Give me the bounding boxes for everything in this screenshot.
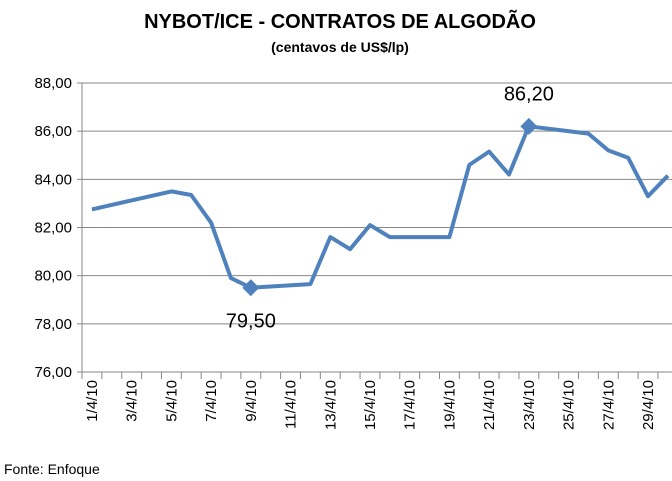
data-label: 86,20 — [504, 83, 554, 105]
y-tick-label: 82,00 — [34, 220, 72, 237]
data-label: 79,50 — [226, 311, 276, 333]
x-tick-label: 11/4/10 — [283, 380, 300, 429]
x-tick-label: 15/4/10 — [362, 380, 379, 430]
x-tick-label: 25/4/10 — [561, 380, 578, 430]
x-tick-label: 13/4/10 — [322, 380, 339, 430]
chart-title: NYBOT/ICE - CONTRATOS DE ALGODÃO — [144, 10, 536, 33]
chart-subtitle: (centavos de US$/lp) — [271, 39, 409, 55]
y-tick-label: 84,00 — [34, 171, 72, 188]
y-tick-label: 86,00 — [34, 123, 72, 140]
x-tick-label: 21/4/10 — [481, 380, 498, 430]
y-tick-label: 76,00 — [34, 364, 72, 381]
x-tick-label: 29/4/10 — [640, 380, 657, 430]
x-tick-label: 27/4/10 — [600, 380, 617, 430]
x-tick-label: 1/4/10 — [84, 380, 101, 422]
y-tick-label: 88,00 — [34, 75, 72, 92]
y-tick-label: 78,00 — [34, 316, 72, 333]
x-tick-label: 23/4/10 — [521, 380, 538, 430]
x-tick-label: 7/4/10 — [203, 380, 220, 422]
x-tick-label: 9/4/10 — [243, 380, 260, 422]
y-tick-label: 80,00 — [34, 268, 72, 285]
x-tick-label: 19/4/10 — [441, 380, 458, 430]
point-marker — [242, 279, 260, 297]
data-line — [91, 124, 670, 290]
source-note: Fonte: Enfoque — [4, 461, 100, 477]
x-tick-label: 3/4/10 — [124, 380, 141, 422]
point-marker — [520, 117, 538, 135]
x-tick-label: 17/4/10 — [402, 380, 419, 430]
x-tick-label: 5/4/10 — [163, 380, 180, 422]
